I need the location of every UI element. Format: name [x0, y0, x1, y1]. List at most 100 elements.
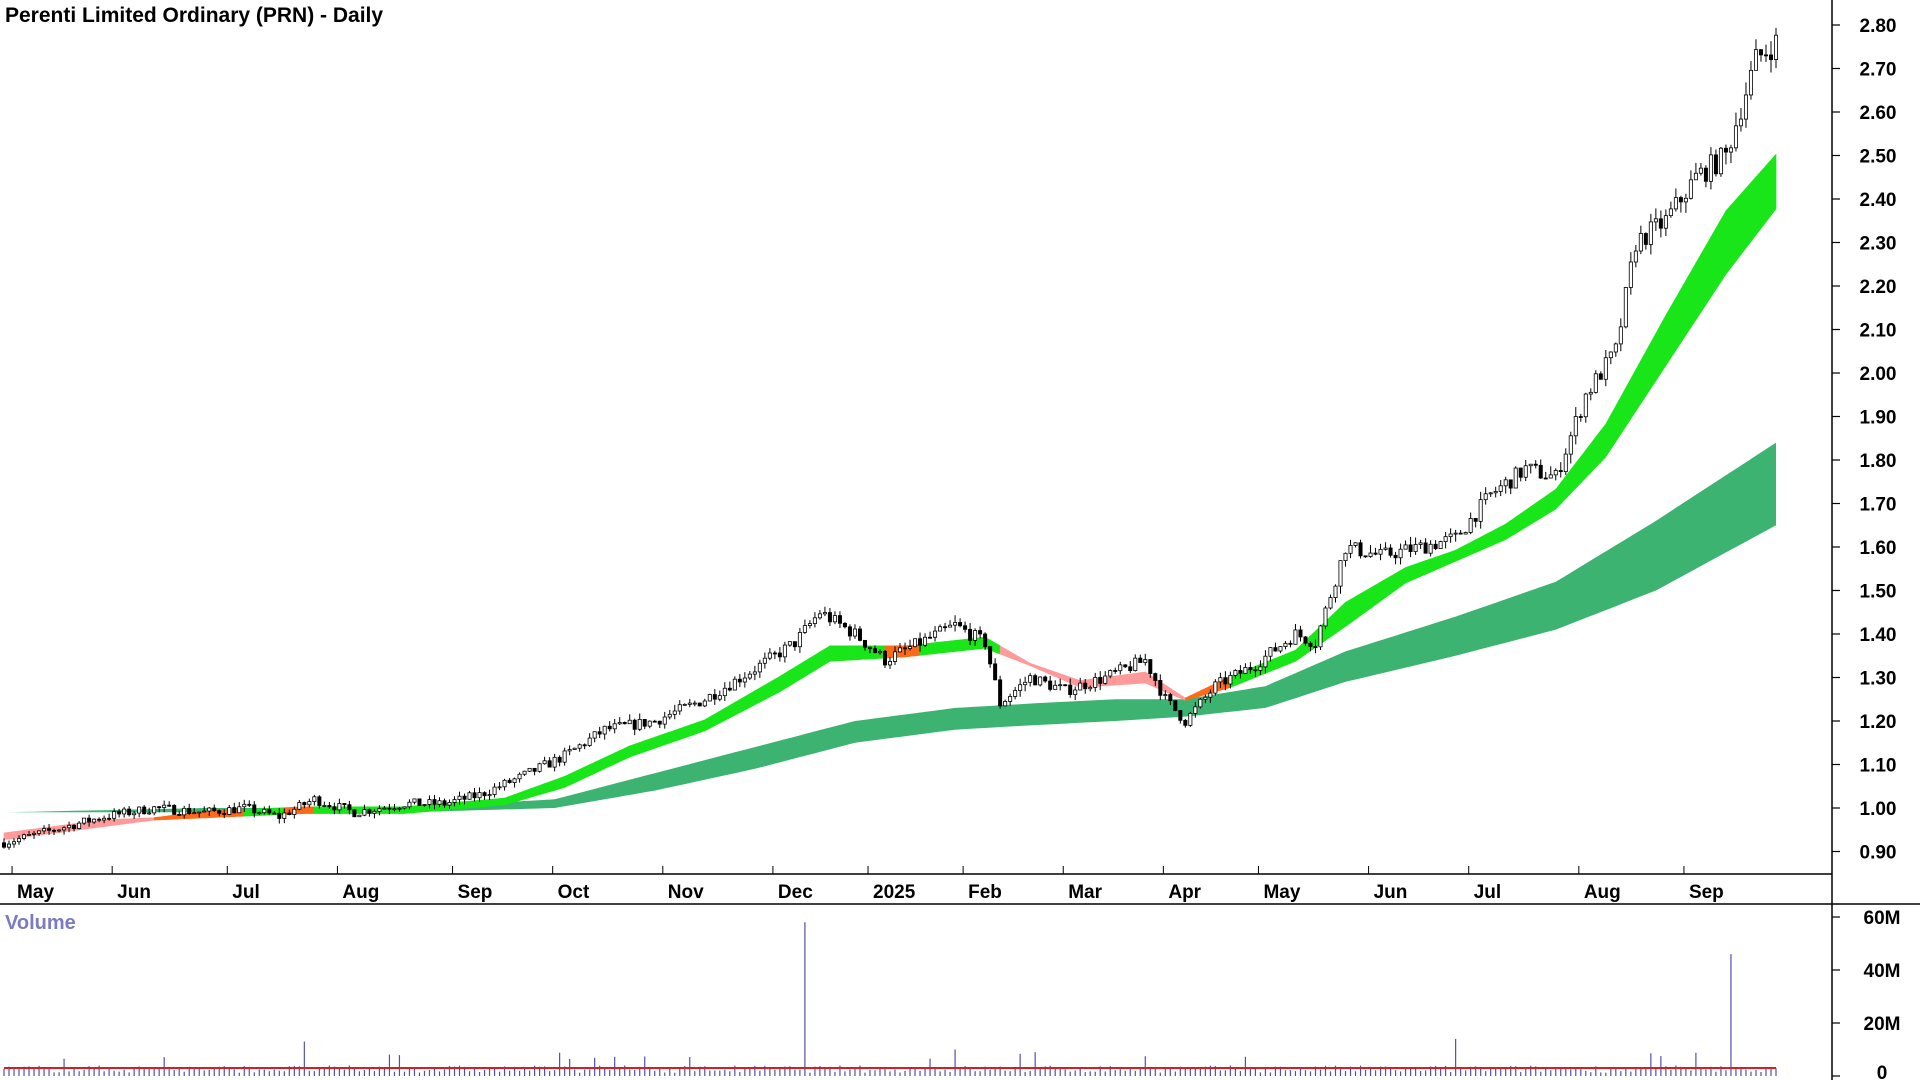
candle-body [852, 628, 857, 637]
short-ema-segment [1465, 541, 1471, 558]
candle-body [998, 679, 1003, 707]
candle-body [1423, 542, 1428, 554]
candle-body [1648, 221, 1653, 245]
price-tick-label: 1.80 [1860, 451, 1897, 472]
candle-body [92, 818, 97, 823]
volume-bars [3, 922, 1777, 1076]
short-ema-segment [1430, 556, 1436, 573]
short-ema-segment [854, 645, 861, 661]
candle-body [502, 779, 507, 788]
candle-body [1593, 373, 1598, 393]
short-ema-segment [1475, 536, 1481, 554]
short-ema-segment [1345, 598, 1351, 628]
candle-body [122, 808, 127, 815]
candle-body [257, 812, 262, 815]
candle-body [1548, 474, 1553, 479]
candle-body [167, 804, 172, 807]
candle-body [267, 808, 272, 814]
candle-body [787, 641, 792, 646]
candle-body [1774, 34, 1779, 60]
long-ema-band-area [4, 442, 1776, 813]
candle-body [812, 617, 817, 624]
candle-body [377, 808, 382, 812]
candle-body [827, 612, 832, 623]
short-ema-segment [1360, 590, 1366, 617]
candle-body [412, 798, 417, 803]
short-ema-segment [589, 761, 595, 777]
candle-body [47, 828, 52, 831]
candle-body [87, 817, 92, 823]
candle-body [1448, 533, 1453, 538]
candle-body [237, 806, 242, 814]
candle-body [1633, 250, 1638, 263]
candle-body [217, 810, 222, 814]
candle-body [963, 625, 968, 630]
candle-body [622, 722, 627, 725]
short-ema-segment [1460, 544, 1466, 560]
candle-body [1003, 701, 1008, 707]
candle-body [632, 719, 637, 730]
short-ema-segment [1019, 656, 1026, 665]
candle-body [943, 626, 948, 629]
candle-body [882, 650, 887, 666]
short-ema-segment [1380, 578, 1386, 602]
short-ema-segment [1565, 468, 1572, 500]
candle-body [1123, 664, 1128, 668]
candle-body [157, 806, 162, 809]
short-ema-segment [949, 640, 956, 653]
short-ema-segment [419, 804, 425, 813]
candle-body [1433, 543, 1438, 549]
price-tick-label: 2.00 [1860, 364, 1897, 385]
candle-body [1228, 674, 1233, 685]
chart-title: Perenti Limited Ordinary (PRN) - Daily [5, 4, 383, 27]
short-ema-segment [1625, 378, 1632, 428]
short-ema-segment [619, 747, 626, 763]
candle-body [1103, 675, 1108, 684]
candle-body [1613, 343, 1618, 353]
short-ema-segment [674, 728, 681, 742]
short-ema-segment [534, 784, 540, 797]
candle-body [52, 829, 57, 832]
candle-body [1173, 700, 1178, 711]
short-ema-segment [143, 817, 150, 822]
short-ema-segment [794, 663, 801, 684]
short-ema-segment [304, 806, 310, 814]
candle-body [1138, 657, 1143, 663]
candle-body [802, 625, 807, 633]
short-ema-segment [123, 818, 130, 825]
candle-body [1503, 479, 1508, 487]
candle-body [657, 720, 662, 725]
candle-body [1453, 532, 1458, 535]
short-ema-segment [479, 799, 485, 808]
short-ema-segment [699, 719, 706, 734]
candle-body [953, 622, 958, 626]
short-ema-segment [939, 641, 946, 654]
candle-body [978, 630, 983, 635]
time-tick-label: May [17, 882, 54, 903]
volume-tick-label: 20M [1864, 1014, 1901, 1035]
short-ema-segment [514, 792, 520, 803]
candle-body [1213, 681, 1218, 694]
short-ema-segment [999, 645, 1006, 657]
candle-body [1038, 676, 1043, 686]
short-ema-segment [1670, 296, 1677, 359]
short-ema-segment [1525, 506, 1532, 528]
candle-body [1198, 698, 1203, 708]
short-ema-segment [929, 642, 936, 655]
short-ema-segment [1535, 499, 1542, 522]
candle-body [582, 744, 587, 747]
short-ema-segment [809, 654, 816, 675]
candle-body [312, 796, 317, 802]
short-ema-segment [108, 819, 115, 827]
candle-body [382, 807, 387, 810]
candle-body [1598, 373, 1603, 380]
short-ema-segment [98, 819, 105, 828]
short-ema-segment [1520, 509, 1527, 531]
short-ema-segment [163, 815, 170, 820]
candle-body [417, 798, 422, 806]
candle-body [1718, 147, 1723, 175]
candle-body [727, 687, 732, 691]
candle-body [67, 824, 72, 829]
candle-body [1008, 696, 1013, 702]
candle-body [1058, 684, 1063, 687]
